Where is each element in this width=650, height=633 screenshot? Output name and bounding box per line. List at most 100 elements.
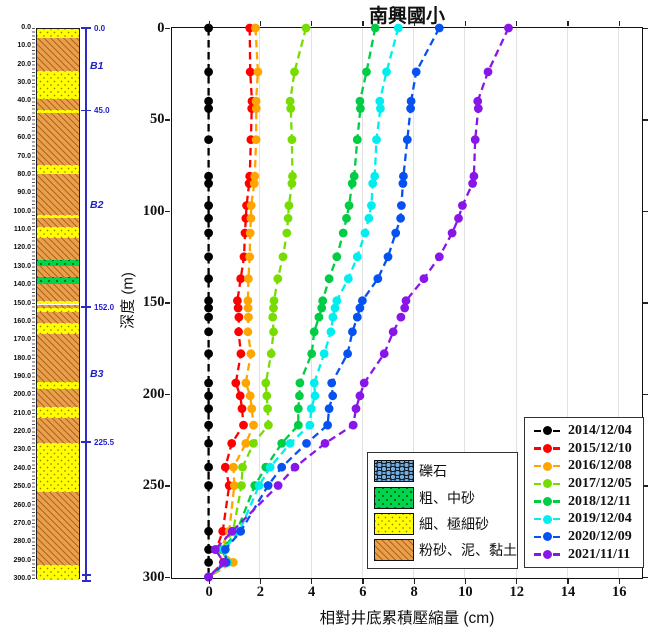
gridline-x2 — [259, 28, 261, 578]
series-marker-0 — [204, 213, 213, 223]
series-marker-5 — [372, 135, 381, 144]
series-marker-7 — [396, 312, 406, 322]
series-marker-4 — [342, 213, 351, 223]
series-marker-5 — [319, 349, 329, 359]
series-marker-2 — [243, 303, 253, 313]
series-marker-0 — [204, 67, 213, 77]
series-marker-6 — [277, 462, 287, 472]
layer-fine_sand — [37, 443, 79, 492]
x-tick-bottom — [413, 578, 415, 584]
x-tick-bottom — [618, 578, 620, 584]
series-marker-4 — [309, 327, 319, 337]
layer-fine_sand — [37, 407, 79, 419]
series-marker-6 — [352, 312, 362, 322]
series-marker-1 — [218, 526, 228, 536]
layer-fine_sand — [37, 71, 79, 99]
series-marker-6 — [358, 296, 367, 306]
series-marker-7 — [379, 349, 389, 359]
x-tick-bottom — [567, 578, 569, 584]
series-marker-0 — [204, 312, 213, 322]
layer-fine_sand — [37, 322, 79, 334]
series-marker-4 — [307, 349, 317, 359]
series-marker-1 — [235, 391, 245, 401]
series-marker-2 — [243, 296, 253, 306]
y-tick-right — [642, 119, 648, 121]
borehole-depth-label: 70.0 — [17, 152, 31, 160]
x-tick-top — [413, 21, 415, 26]
legend-marker-dot — [542, 426, 552, 436]
series-marker-3 — [282, 228, 292, 238]
borehole-depth-label: 170.0 — [13, 336, 31, 344]
legend-line-sample — [529, 532, 565, 542]
series-marker-5 — [265, 462, 275, 472]
litho-legend-item: 粉砂、泥、黏土 — [374, 537, 517, 563]
x-tick-label: 16 — [611, 584, 627, 600]
series-marker-5 — [309, 378, 319, 388]
y-tick-label: 150 — [142, 294, 165, 310]
borehole-depth-label: 60.0 — [17, 134, 31, 142]
series-marker-0 — [204, 545, 213, 554]
x-tick-label: 4 — [308, 584, 316, 600]
x-tick-label: 10 — [458, 584, 473, 600]
series-marker-2 — [245, 391, 255, 401]
borehole-depth-label: 260.0 — [13, 501, 31, 509]
series-marker-5 — [370, 171, 380, 181]
series-marker-0 — [204, 439, 213, 448]
series-marker-0 — [204, 104, 213, 113]
series-marker-0 — [204, 378, 213, 388]
series-marker-6 — [355, 303, 365, 313]
x-tick-top — [311, 21, 313, 26]
legend-dash — [553, 518, 560, 521]
series-marker-2 — [229, 481, 239, 490]
series-marker-5 — [332, 296, 342, 306]
y-tick-left — [165, 302, 170, 304]
series-marker-4 — [277, 439, 287, 448]
series-marker-6 — [406, 104, 415, 113]
series-marker-6 — [323, 420, 332, 430]
y-tick-right — [642, 27, 648, 30]
boundary-label: 152.0 — [94, 302, 115, 312]
legend-dash — [534, 465, 541, 468]
y-tick-left — [165, 210, 170, 213]
series-marker-1 — [239, 420, 248, 430]
layer-silt_clay — [37, 304, 79, 309]
x-tick-top — [516, 21, 518, 26]
x-tick-bottom — [516, 578, 518, 584]
date-legend-item: 2019/12/04 — [529, 510, 641, 528]
series-marker-6 — [397, 201, 406, 210]
layer-silt_clay — [37, 333, 79, 382]
date-legend-label: 2015/12/10 — [568, 440, 632, 456]
series-marker-6 — [383, 252, 393, 262]
series-marker-3 — [285, 96, 295, 106]
y-tick-label: 200 — [142, 385, 165, 402]
y-tick-right — [642, 485, 648, 487]
legend-dash — [553, 535, 560, 539]
zone-label-b1: B1 — [90, 59, 104, 72]
legend-line-sample — [529, 426, 565, 436]
legend-dash — [534, 429, 541, 433]
series-marker-2 — [245, 252, 255, 262]
series-marker-5 — [306, 404, 316, 413]
y-tick-label: 50 — [150, 111, 165, 127]
series-marker-2 — [249, 179, 259, 188]
series-marker-7 — [351, 404, 361, 413]
series-marker-2 — [244, 312, 253, 322]
litho-legend-label: 粗、中砂 — [419, 491, 475, 507]
data-series-layer — [204, 23, 513, 582]
series-marker-5 — [305, 420, 315, 430]
series-marker-1 — [233, 303, 243, 313]
legend-dash — [553, 553, 560, 556]
layer-silt_clay — [37, 418, 79, 444]
series-marker-7 — [458, 201, 467, 210]
date-legend-label: 2021/11/11 — [568, 546, 631, 562]
legend-dash — [553, 500, 560, 503]
series-marker-0 — [204, 462, 213, 472]
layer-fine_sand — [37, 164, 79, 175]
boundary-label: 45.0 — [94, 106, 110, 116]
series-line-5 — [207, 27, 400, 578]
series-marker-6 — [402, 135, 412, 144]
series-marker-6 — [434, 23, 444, 33]
series-marker-7 — [204, 572, 213, 582]
series-line-4 — [207, 27, 377, 578]
series-marker-7 — [419, 274, 429, 284]
